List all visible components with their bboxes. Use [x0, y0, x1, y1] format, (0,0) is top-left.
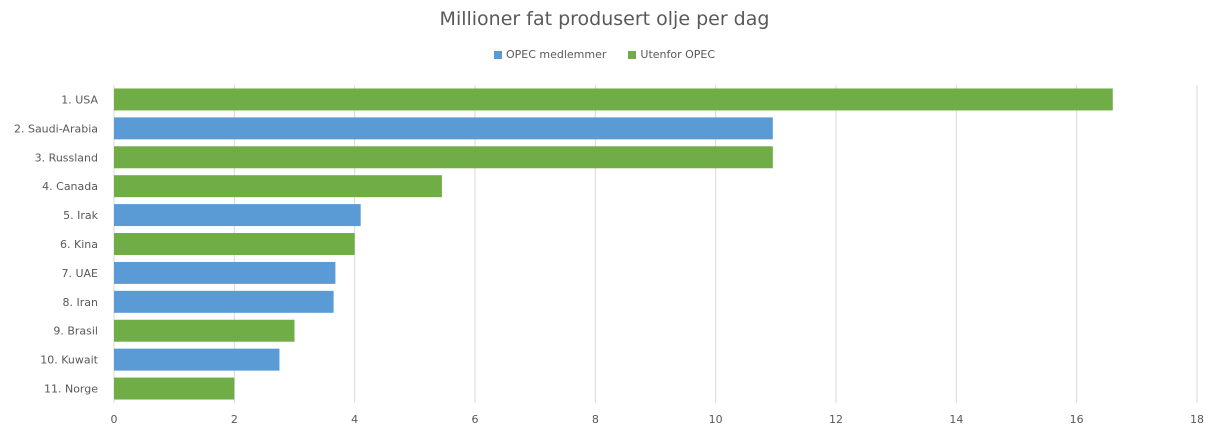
- category-label-10: 11. Norge: [44, 383, 98, 396]
- x-tick-label-7: 14: [949, 413, 963, 426]
- legend-swatch-non-opec: [628, 50, 637, 59]
- bar-8: [114, 319, 295, 342]
- bar-6: [114, 261, 336, 284]
- bar-3: [114, 175, 442, 198]
- legend-label-non-opec: Utenfor OPEC: [640, 48, 716, 61]
- x-tick-label-6: 12: [829, 413, 843, 426]
- legend-item-non-opec[interactable]: Utenfor OPEC: [628, 48, 715, 61]
- x-tick-label-9: 18: [1190, 413, 1204, 426]
- category-label-8: 9. Brasil: [53, 325, 98, 338]
- legend: OPEC medlemmer Utenfor OPEC: [0, 48, 1209, 61]
- x-tick-label-2: 4: [351, 413, 358, 426]
- category-label-5: 6. Kina: [60, 238, 98, 251]
- x-tick-label-5: 10: [709, 413, 723, 426]
- category-label-3: 4. Canada: [42, 180, 98, 193]
- category-label-2: 3. Russland: [35, 151, 98, 164]
- legend-item-opec[interactable]: OPEC medlemmer: [493, 48, 607, 61]
- x-tick-label-0: 0: [111, 413, 118, 426]
- bar-7: [114, 290, 334, 313]
- bar-2: [114, 146, 773, 169]
- category-label-4: 5. Irak: [63, 209, 98, 222]
- chart-title: Millioner fat produsert olje per dag: [439, 8, 770, 30]
- legend-swatch-opec: [493, 50, 502, 59]
- bar-5: [114, 233, 355, 255]
- category-label-9: 10. Kuwait: [40, 354, 98, 367]
- x-tick-label-3: 6: [472, 413, 479, 426]
- bar-4: [114, 204, 361, 227]
- legend-label-opec: OPEC medlemmer: [505, 48, 607, 61]
- category-label-1: 2. Saudi-Arabia: [14, 122, 98, 135]
- x-tick-label-8: 16: [1070, 413, 1084, 426]
- x-tick-label-4: 8: [592, 413, 599, 426]
- bar-9: [114, 348, 280, 371]
- x-tick-label-1: 2: [231, 413, 238, 426]
- bar-1: [114, 117, 773, 140]
- category-label-6: 7. UAE: [61, 267, 98, 280]
- bar-0: [114, 88, 1113, 111]
- bar-10: [114, 377, 235, 400]
- category-label-0: 1. USA: [61, 93, 98, 106]
- category-label-7: 8. Iran: [63, 296, 98, 309]
